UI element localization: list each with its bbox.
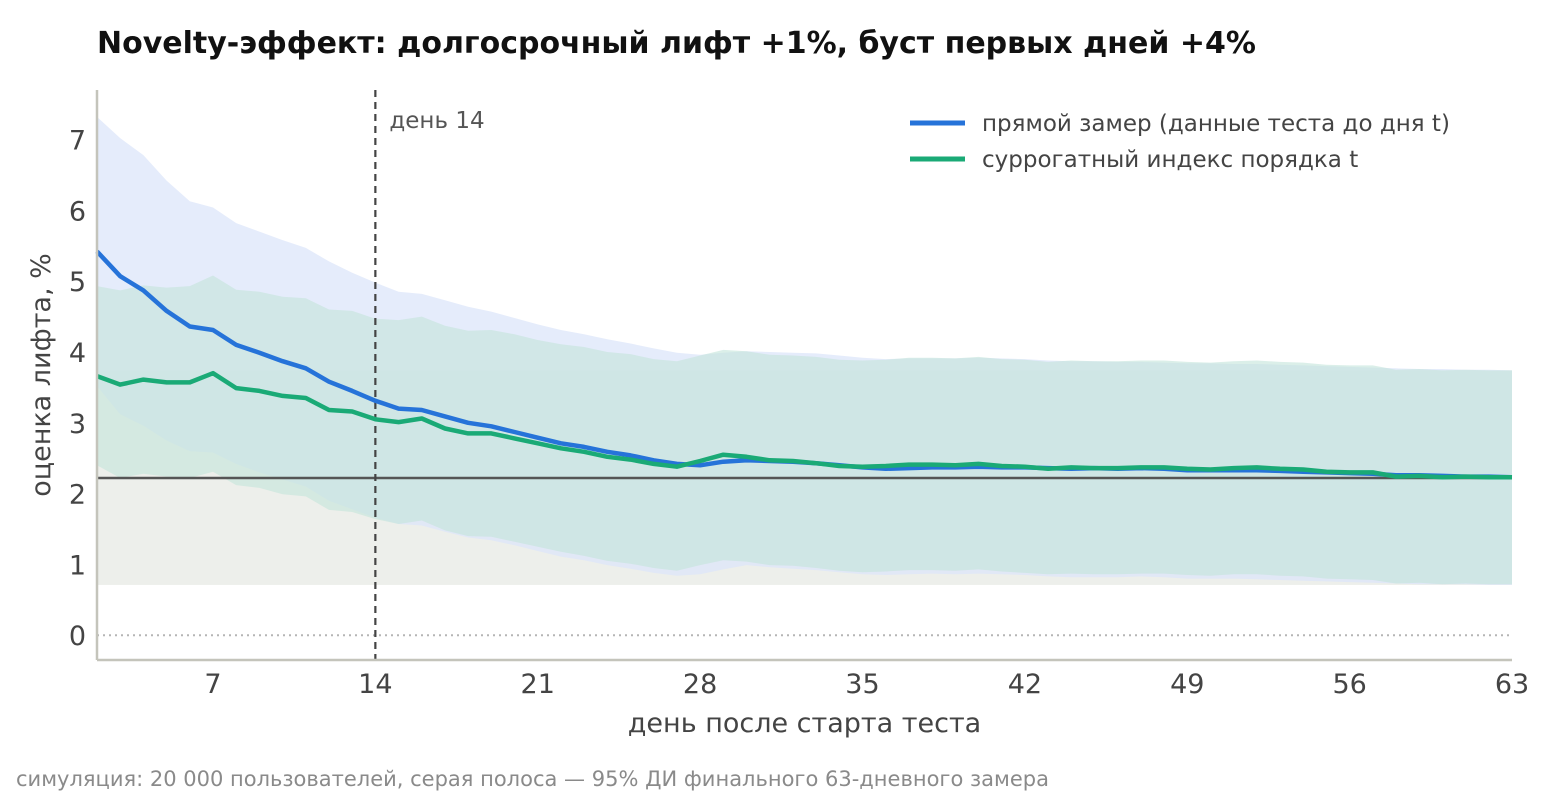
x-tick-label: 7: [204, 669, 221, 700]
x-tick-label: 21: [521, 669, 555, 700]
y-tick-label: 3: [69, 409, 86, 440]
legend-label-2: суррогатный индекс порядка t: [982, 147, 1358, 173]
x-tick-label: 63: [1495, 669, 1529, 700]
x-tick-label: 14: [358, 669, 392, 700]
y-tick-label: 5: [69, 267, 86, 298]
y-tick-label: 0: [69, 621, 86, 652]
x-tick-label: 42: [1008, 669, 1042, 700]
y-tick-label: 1: [69, 550, 86, 581]
y-tick-label: 7: [69, 126, 86, 157]
x-axis-title: день после старта теста: [628, 708, 981, 739]
y-tick-label: 2: [69, 480, 86, 511]
series-2-ci-band: [97, 275, 1512, 585]
x-tick-label: 56: [1332, 669, 1366, 700]
chart-caption: симуляция: 20 000 пользователей, серая п…: [16, 767, 1049, 791]
x-tick-label: 28: [683, 669, 717, 700]
day-14-label: день 14: [389, 108, 484, 134]
legend-label-1: прямой замер (данные теста до дня t): [982, 111, 1450, 137]
y-tick-label: 6: [69, 196, 86, 227]
ci-bands: [97, 116, 1512, 585]
y-tick-label: 4: [69, 338, 86, 369]
series-line-2: [96, 370, 1512, 480]
series-lines: [95, 249, 1513, 480]
y-axis-title: оценка лифта, %: [26, 253, 57, 497]
chart-title: Novelty-эффект: долгосрочный лифт +1%, б…: [97, 26, 1256, 61]
legend: прямой замер (данные теста до дня t) сурр…: [910, 111, 1450, 173]
reference-lines: день 14: [97, 90, 1512, 660]
x-tick-label: 49: [1170, 669, 1204, 700]
x-tick-label: 35: [845, 669, 879, 700]
